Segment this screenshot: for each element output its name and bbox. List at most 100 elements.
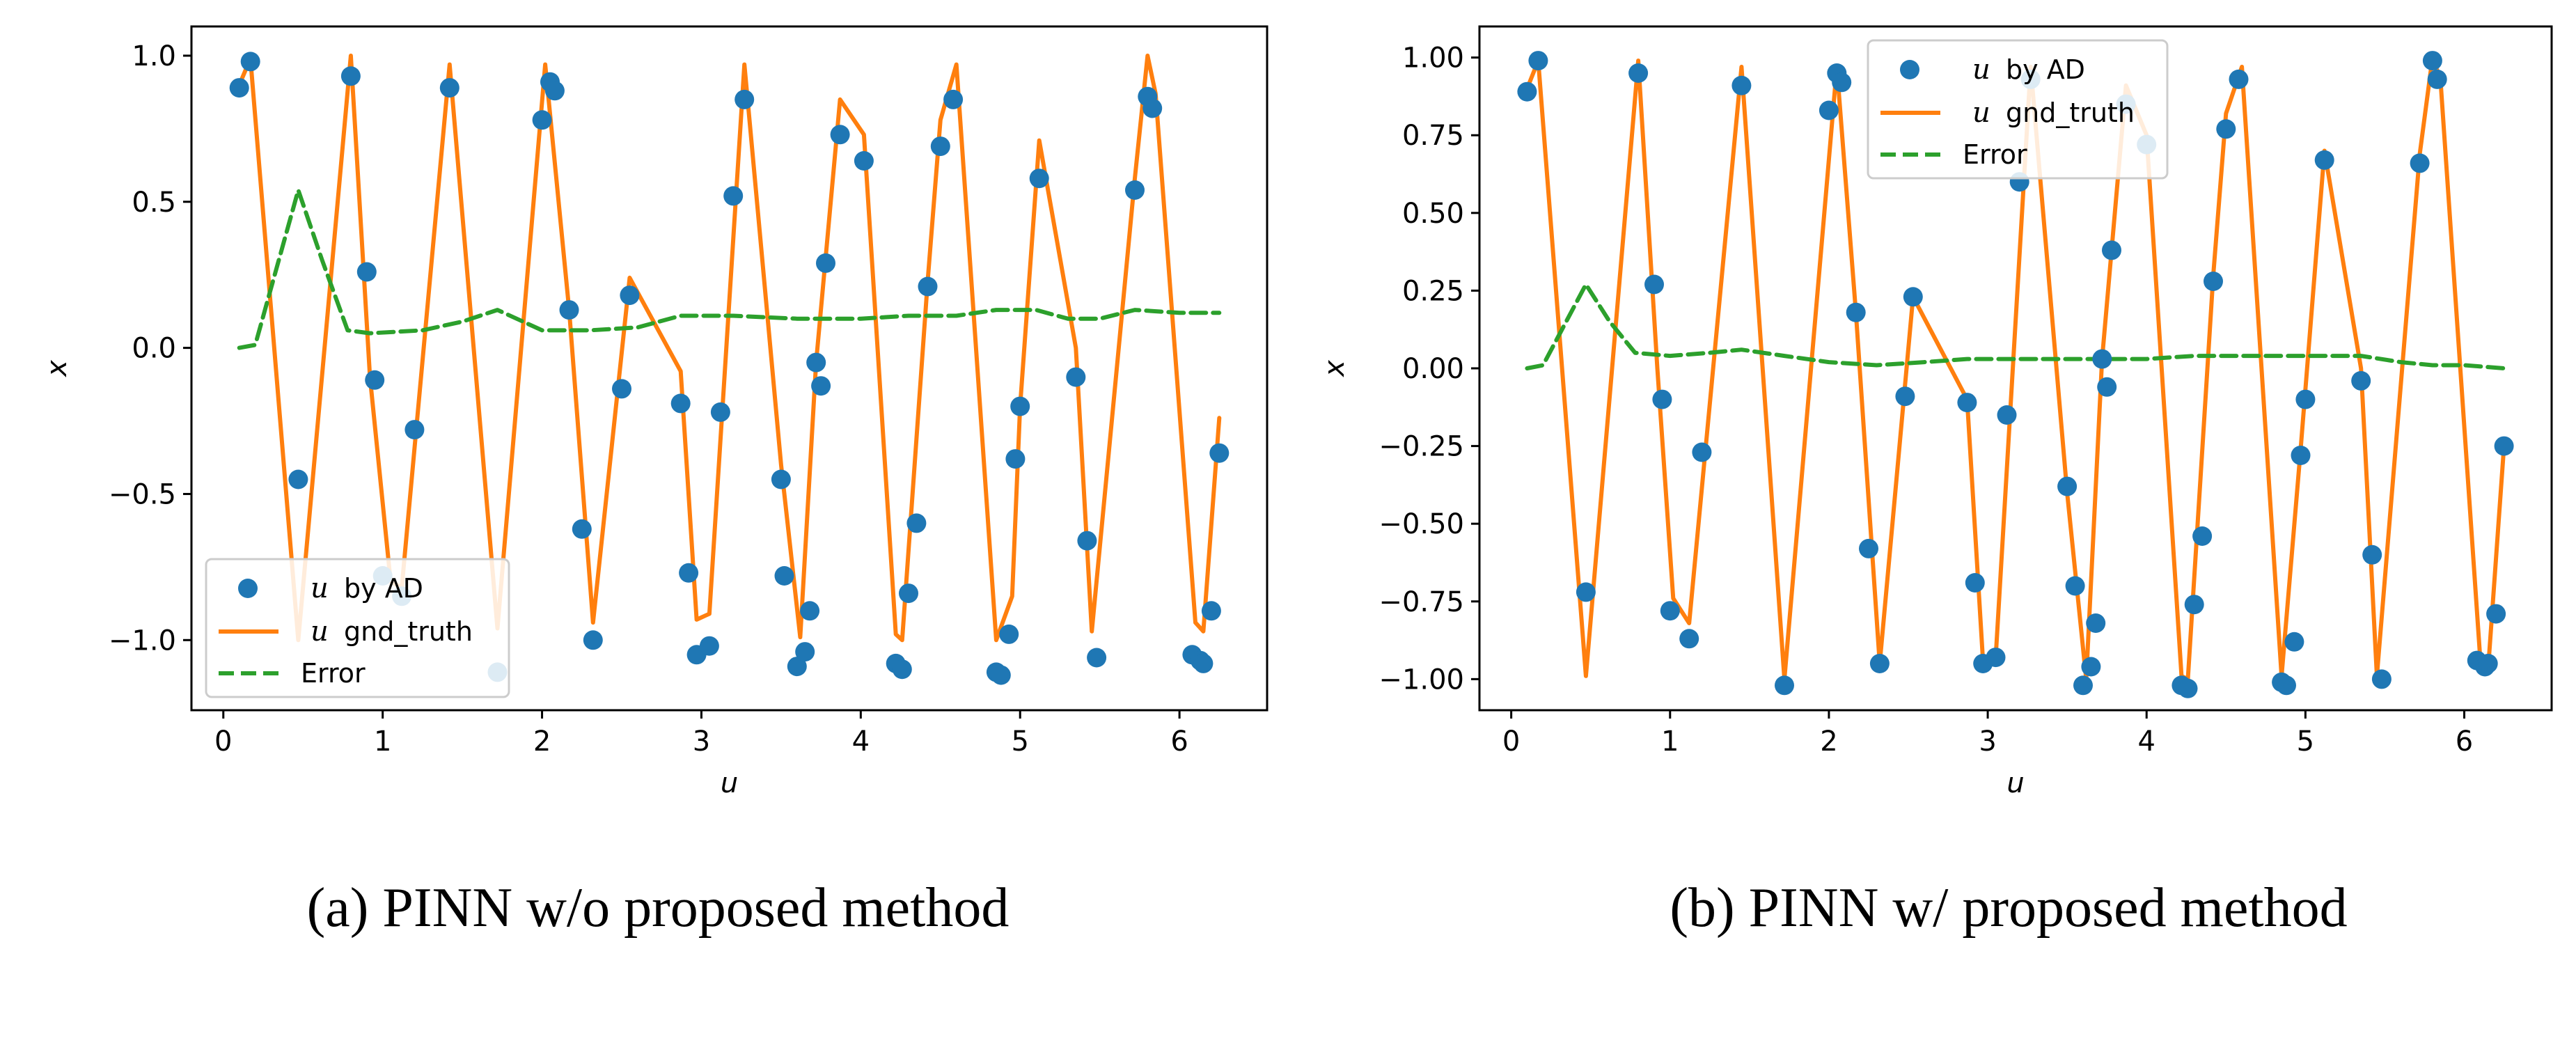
x-tick-label: 3 <box>1979 726 1996 758</box>
ad-point <box>1692 442 1712 462</box>
x-tick-label: 4 <box>2137 726 2155 758</box>
ad-scatter-series <box>1517 51 2514 698</box>
ad-point <box>816 253 835 273</box>
legend: u by AD u gnd_truth Error <box>1867 39 2169 180</box>
x-tick-label: 6 <box>1170 726 1188 758</box>
y-tick-label: 0.00 <box>1402 353 1464 385</box>
ad-point <box>559 300 579 320</box>
ad-point <box>899 583 918 604</box>
y-tick-label: −0.25 <box>1379 431 1464 463</box>
legend-label: gnd_truth <box>344 616 473 647</box>
x-tick-label: 5 <box>2297 726 2314 758</box>
ad-point <box>2057 476 2078 496</box>
ad-point <box>1660 601 1680 621</box>
ad-point <box>1077 531 1097 551</box>
ad-point <box>774 566 794 586</box>
ad-point <box>811 376 831 396</box>
legend-label: Error <box>1963 139 2027 170</box>
ad-point <box>2410 153 2430 173</box>
legend-symbol: u <box>311 616 329 648</box>
ad-point <box>1125 180 1145 200</box>
ad-point <box>991 665 1011 685</box>
ad-point <box>906 513 927 533</box>
ad-point <box>2422 51 2442 71</box>
ad-point <box>2486 604 2506 624</box>
ad-point <box>2427 69 2447 89</box>
x-tick-label: 0 <box>214 726 232 758</box>
ad-point <box>1628 63 1649 83</box>
ad-point <box>999 624 1019 644</box>
ad-point <box>2192 526 2213 546</box>
ad-point <box>1576 582 1596 602</box>
ad-point <box>2314 150 2334 170</box>
x-tick-label: 0 <box>1502 726 1520 758</box>
ad-point <box>2073 675 2093 696</box>
ad-point <box>2277 675 2296 696</box>
y-tick-label: −1.0 <box>109 625 176 657</box>
chart-panel-b: 0 1 2 3 4 5 6 −1.00 −0.75 −0.50 −0.25 0.00 0.25 0.50 0… <box>1319 25 2553 939</box>
ad-point <box>699 636 719 656</box>
ad-point <box>1679 629 1699 649</box>
ad-point <box>943 89 964 109</box>
legend-label: by AD <box>2006 54 2085 85</box>
y-tick-label: 0.75 <box>1402 120 1464 152</box>
ad-point <box>1528 51 1548 71</box>
ad-point <box>710 402 730 422</box>
ad-point <box>1066 367 1086 387</box>
x-axis-label: u <box>2006 767 2024 799</box>
x-tick-label: 1 <box>1661 726 1679 758</box>
y-tick-label: 1.00 <box>1402 42 1464 75</box>
ad-point <box>2204 272 2223 291</box>
ad-point <box>2178 678 2198 698</box>
ad-point <box>1201 601 1221 621</box>
x-tick-label: 2 <box>1820 726 1837 758</box>
ad-point <box>2362 544 2382 565</box>
plot-data <box>1517 51 2514 698</box>
plot-frame <box>190 25 1269 712</box>
ad-point <box>1087 648 1107 668</box>
ad-point <box>2097 377 2117 397</box>
ad-point <box>2494 436 2514 456</box>
ad-point <box>830 125 850 145</box>
ad-point <box>1832 72 1852 93</box>
ad-point <box>1957 393 1977 413</box>
legend-symbol: u <box>311 572 329 604</box>
ad-point <box>1986 648 2006 668</box>
ad-point <box>2086 613 2106 633</box>
ad-point <box>679 563 699 583</box>
legend-symbol: u <box>1972 97 1990 129</box>
ad-point <box>2351 370 2371 391</box>
ad-point <box>1775 675 1794 696</box>
ad-point <box>2216 119 2236 139</box>
ad-point <box>1029 169 1049 189</box>
ad-point <box>771 469 791 489</box>
ad-point <box>1965 573 1985 593</box>
ad-point <box>892 659 912 680</box>
ad-point <box>918 276 938 297</box>
ad-point <box>2229 69 2249 89</box>
x-tick-label: 2 <box>533 726 551 758</box>
figure-caption: (a) PINN w/o proposed method <box>307 877 1010 939</box>
ad-point <box>2092 349 2112 369</box>
ad-point <box>1005 449 1026 469</box>
ad-point <box>2102 240 2121 260</box>
ad-point <box>2184 595 2204 615</box>
figure-caption: (b) PINN w/ proposed method <box>1670 877 2347 939</box>
y-axis-label: x <box>41 360 73 378</box>
ad-point <box>1859 538 1878 558</box>
ad-point <box>544 81 565 101</box>
ad-point <box>240 52 260 72</box>
ad-point <box>2478 654 2498 673</box>
ad-point <box>1010 396 1030 416</box>
x-tick-label: 3 <box>693 726 710 758</box>
ad-point <box>583 630 603 650</box>
ad-point <box>229 78 249 98</box>
x-axis-label: u <box>721 767 738 799</box>
ad-point <box>1644 274 1664 295</box>
ad-point <box>2065 576 2085 596</box>
ad-point <box>2284 632 2304 652</box>
ad-point <box>1652 389 1672 409</box>
ad-point <box>405 420 425 440</box>
y-tick-label: 0.25 <box>1402 275 1464 307</box>
